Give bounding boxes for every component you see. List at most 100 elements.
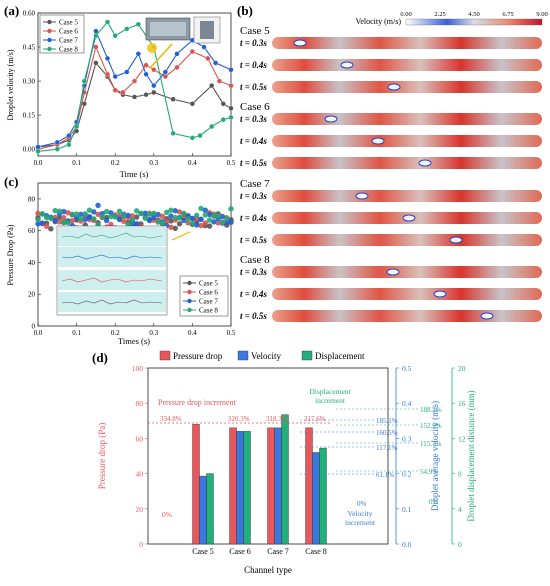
chart-c-point xyxy=(48,215,54,221)
chart-a: 0.000.150.300.450.60 0.0 0.1 0.2 0.3 0.4 0.5 … xyxy=(6,10,236,180)
panel-label-d: (d) xyxy=(92,350,108,365)
chart-a-ytick-label: 0.45 xyxy=(23,44,36,52)
chart-a-point xyxy=(135,51,141,57)
colorbar-tick-label: 9.00 xyxy=(536,11,547,18)
chart-c-point xyxy=(215,220,221,226)
chart-d-bar xyxy=(305,427,313,545)
chart-c-point xyxy=(172,208,178,214)
time-label: t = 0.4s xyxy=(240,213,267,223)
chart-c-point xyxy=(82,216,88,223)
pressure-increment-label: 317.6% xyxy=(304,415,326,423)
chart-c-legend-label: Case 6 xyxy=(199,289,218,297)
chart-a-point xyxy=(189,101,195,107)
chart-a-point xyxy=(162,74,168,80)
chart-c-point xyxy=(56,219,63,225)
chart-a-point xyxy=(162,69,168,75)
chart-c-xtick-label: 0.2 xyxy=(111,329,120,337)
displacement-increment-label: 115.7% xyxy=(420,440,441,448)
pressure-increment-label: 320.3% xyxy=(228,415,250,423)
chart-c-point xyxy=(116,216,123,223)
chart-c-point xyxy=(86,207,93,213)
time-label: t = 0.4s xyxy=(240,136,267,146)
panel-label-a: (a) xyxy=(4,3,19,18)
chart-a-xlabel: Time (s) xyxy=(120,169,149,179)
chart-a-point xyxy=(174,64,180,71)
pressure-increment-label: 318.3% xyxy=(266,415,288,423)
chart-a-point xyxy=(120,89,126,95)
chart-d-bar xyxy=(229,427,237,545)
chart-d-ytick-right1-label: 0.5 xyxy=(402,364,412,373)
time-label: t = 0.5s xyxy=(240,158,267,168)
chart-c-point xyxy=(146,216,153,223)
velocity-increment-label: 61.1% xyxy=(376,471,394,479)
chart-c-point xyxy=(146,211,153,217)
chart-c-point xyxy=(61,208,67,215)
chart-c-point xyxy=(52,217,58,224)
chart-c-point xyxy=(142,215,148,222)
chart-c-point xyxy=(65,210,71,216)
chart-d-ylabel-right1: Droplet average velocity (m/s) xyxy=(430,401,440,511)
chart-a-point xyxy=(228,83,234,89)
chart-c-frame xyxy=(37,182,232,327)
droplet xyxy=(433,290,447,298)
chart-c-point xyxy=(224,219,230,226)
chart-a-xtick-label: 0.3 xyxy=(149,159,158,167)
chart-c-point xyxy=(163,209,170,216)
panel-label-c: (c) xyxy=(4,174,18,189)
chart-c-xlabel: Times (s) xyxy=(118,336,150,346)
flow-channel-snapshot xyxy=(272,37,542,49)
time-label: t = 0.3s xyxy=(240,114,267,124)
chart-d-category-label: Case 8 xyxy=(305,547,327,556)
chart-d-bar xyxy=(236,431,244,545)
chart-c-point xyxy=(43,214,50,221)
chart-c-point xyxy=(125,221,131,228)
chart-c-point xyxy=(61,214,67,221)
chart-a-legend-label: Case 5 xyxy=(59,19,78,27)
droplet xyxy=(371,137,385,145)
colorbar-title: Velocity (m/s) xyxy=(355,17,401,26)
chart-d-bar xyxy=(267,427,275,545)
chart-c-point xyxy=(189,215,196,222)
chart-d-bar xyxy=(312,452,320,545)
chart-c-point xyxy=(211,212,217,219)
pressure-increment-zero: 0% xyxy=(162,510,172,519)
chart-c-point xyxy=(159,220,166,226)
chart-c-legend-marker xyxy=(187,307,192,313)
chart-c-point xyxy=(228,206,234,212)
chart-c-point xyxy=(163,218,170,224)
colorbar-tick-label: 2.25 xyxy=(434,11,445,18)
chart-d-ytick-right2-label: 20 xyxy=(458,364,466,373)
chart-d-ylabel-right2: Droplet displacement distance (mm) xyxy=(466,390,476,521)
chart-a-point xyxy=(170,130,176,136)
chart-a-legend-label: Case 8 xyxy=(59,46,78,54)
chart-a-point xyxy=(228,114,234,120)
chart-a-legend-marker xyxy=(47,19,52,25)
chart-c-point xyxy=(219,219,226,226)
chart-c-point xyxy=(112,214,118,220)
chart-a-point xyxy=(174,51,180,57)
chart-a-point xyxy=(220,101,226,107)
chart-a-xtick-label: 0.0 xyxy=(34,159,43,167)
displacement-increment-label: 188.2% xyxy=(420,406,442,414)
chart-c-point xyxy=(211,219,217,225)
chart-c-point xyxy=(206,223,213,229)
chart-a-legend-marker xyxy=(47,37,52,43)
colorbar xyxy=(405,18,543,26)
chart-c-point xyxy=(181,210,187,217)
chart-a-point xyxy=(131,94,138,100)
chart-a-ytick-label: 0.15 xyxy=(23,112,36,120)
flow-channel-snapshot xyxy=(272,113,542,125)
chart-d-legend-swatch xyxy=(301,350,313,361)
colorbar-tick-label: 0.00 xyxy=(400,11,411,18)
chart-c-ytick-label: 40 xyxy=(28,259,36,267)
chart-a-point xyxy=(93,33,99,39)
chart-c-point xyxy=(185,220,191,226)
chart-c-xtick-label: 0.1 xyxy=(72,329,81,337)
flow-channel-snapshot xyxy=(272,59,542,71)
chart-c-point xyxy=(95,211,101,218)
chart-a-point xyxy=(143,92,149,98)
chart-a-ytick-label: 0.60 xyxy=(23,10,36,18)
chart-d-ylabel-left: Pressure drop (Pa) xyxy=(97,423,107,490)
chart-c-point xyxy=(189,220,196,227)
